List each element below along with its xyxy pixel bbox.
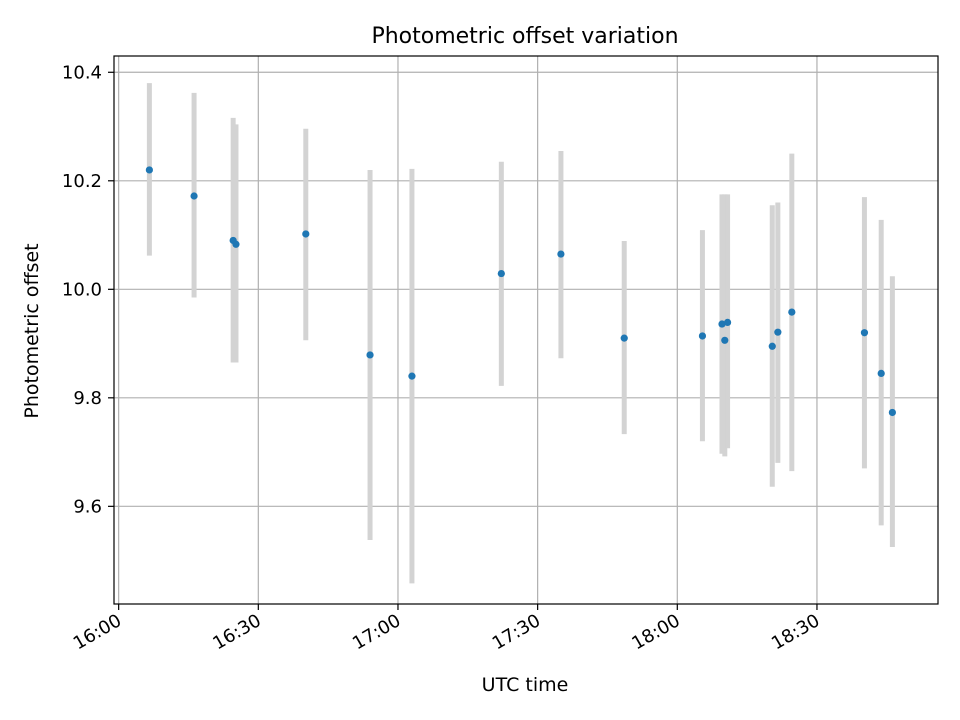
data-point (860, 329, 869, 337)
data-points (145, 166, 896, 417)
y-tick-label: 9.6 (73, 496, 102, 517)
data-point (232, 240, 240, 248)
data-point (718, 320, 726, 328)
y-tick-label: 10.2 (62, 171, 102, 192)
data-point (408, 372, 416, 380)
chart-title: Photometric offset variation (371, 24, 678, 49)
y-tick-label: 10.4 (62, 62, 102, 83)
data-point (768, 342, 776, 350)
data-point (721, 336, 729, 344)
data-point (788, 308, 796, 316)
data-point (302, 230, 310, 238)
y-axis-ticks: 9.6 9.8 10.0 10.2 10.4 (62, 62, 114, 517)
data-point (366, 351, 374, 359)
data-point (698, 332, 707, 340)
data-point (877, 369, 885, 378)
plot-frame (113, 55, 939, 605)
y-tick-label: 9.8 (73, 388, 102, 409)
data-point (620, 334, 628, 342)
data-point (723, 318, 732, 327)
y-axis-label: Photometric offset (21, 243, 43, 418)
data-point (145, 166, 153, 174)
data-point (888, 408, 896, 417)
data-point (190, 192, 198, 200)
grid (114, 56, 938, 604)
y-tick-label: 10.0 (62, 279, 102, 300)
x-axis-label: UTC time (482, 674, 569, 696)
data-point (497, 269, 505, 278)
data-point (557, 250, 565, 258)
data-point (774, 328, 782, 336)
